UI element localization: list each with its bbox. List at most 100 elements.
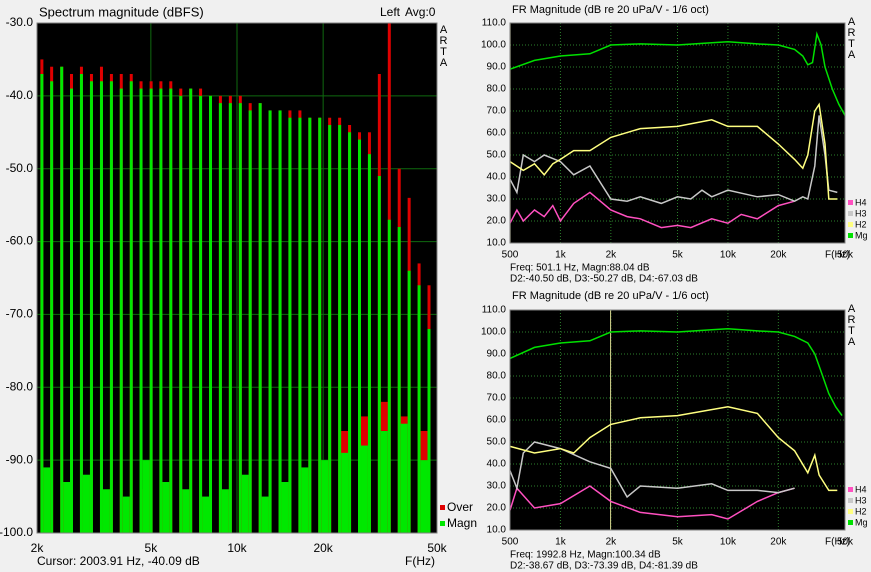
harmonic-bar	[159, 88, 163, 534]
y-tick-label: -30.0	[6, 15, 34, 29]
response-line	[509, 115, 838, 205]
noise-bar	[241, 474, 250, 533]
y-tick-label: 80.0	[487, 371, 507, 382]
harmonic-bar	[367, 154, 371, 533]
y-tick-label: -90.0	[6, 452, 34, 466]
noise-bar	[300, 467, 309, 533]
noise-bar	[379, 431, 388, 533]
noise-bar	[340, 452, 349, 533]
harmonic-bar	[268, 110, 272, 533]
harmonic-bar	[129, 81, 133, 534]
chart-panel: 10.0 20.0 30.0 40.0 50.0 60.0 70.0 80.0 90.0 100.…	[481, 4, 868, 285]
chart-title: FR Magnitude (dB re 20 uPa/V - 1/6 oct)	[512, 4, 709, 16]
x-axis-label: F(Hz)	[825, 250, 850, 261]
response-line	[509, 441, 795, 499]
status-text: Cursor: 2003.91 Hz, -40.09 dB	[37, 554, 200, 568]
legend-label: H3	[855, 495, 867, 505]
noise-bar	[320, 460, 329, 533]
legend-label: H4	[855, 197, 867, 207]
response-line	[509, 485, 795, 520]
chart-title: Spectrum magnitude (dBFS)	[39, 4, 204, 19]
y-tick-label: -80.0	[6, 379, 34, 393]
response-line	[509, 31, 846, 116]
legend-label: H2	[855, 219, 867, 229]
legend-swatch	[848, 233, 853, 238]
legend-label: H2	[855, 506, 867, 516]
legend-label: Magn	[447, 516, 477, 530]
y-tick-label: 20.0	[487, 503, 507, 514]
noise-bar	[201, 496, 210, 533]
noise-bar	[102, 489, 111, 533]
plot-border	[509, 309, 846, 531]
x-tick-label: 50k	[427, 541, 447, 555]
x-tick-label: 5k	[145, 541, 159, 555]
status-text: D2:-38.67 dB, D3:-73.39 dB, D4:-81.39 dB	[510, 561, 698, 572]
legend-label: Mg	[855, 230, 868, 240]
chart-panel: -100.0 -90.0 -80.0 -70.0 -60.0 -50.0 -40.0 -30.…	[0, 4, 477, 568]
noise-bar	[261, 496, 270, 533]
harmonic-bar	[89, 81, 93, 534]
plot-border	[509, 22, 846, 244]
harmonic-bar	[139, 88, 143, 534]
harmonic-bar	[427, 329, 431, 533]
harmonic-bar	[109, 81, 113, 534]
noise-bar	[399, 423, 408, 533]
harmonic-bar	[169, 88, 173, 534]
harmonic-bar	[328, 125, 332, 533]
y-tick-label: 30.0	[487, 194, 507, 205]
harmonic-bar	[40, 74, 44, 533]
noise-bar	[62, 482, 71, 533]
x-tick-label: 2k	[606, 250, 618, 261]
y-tick-label: 50.0	[487, 437, 507, 448]
brand-label: ARTA	[847, 303, 856, 348]
y-tick-label: -60.0	[6, 234, 34, 248]
legend-swatch	[848, 211, 853, 216]
harmonic-bar	[318, 117, 322, 533]
noise-bar	[280, 482, 289, 533]
status-text: D2:-40.50 dB, D3:-50.27 dB, D4:-67.03 dB	[510, 274, 698, 285]
y-tick-label: 100.0	[481, 327, 506, 338]
y-tick-label: 60.0	[487, 415, 507, 426]
legend-swatch	[440, 505, 445, 510]
harmonic-bar	[228, 103, 232, 534]
harmonic-bar	[258, 103, 262, 534]
harmonic-bar	[417, 285, 421, 533]
x-tick-label: 20k	[770, 537, 787, 548]
status-text: Freq: 1992.8 Hz, Magn:100.34 dB	[510, 550, 661, 561]
harmonic-bar	[199, 95, 203, 533]
harmonic-bar	[189, 88, 193, 534]
harmonic-bar	[288, 117, 292, 533]
x-tick-label: 10k	[720, 537, 737, 548]
noise-bar	[360, 445, 369, 533]
legend-swatch	[848, 509, 853, 514]
harmonic-bar	[387, 219, 391, 533]
x-tick-label: 20k	[770, 250, 787, 261]
legend-label: H3	[855, 208, 867, 218]
y-tick-label: 60.0	[487, 128, 507, 139]
channel-label: Left	[380, 5, 401, 19]
harmonic-bar	[79, 74, 83, 533]
y-tick-label: 70.0	[487, 393, 507, 404]
legend-swatch	[848, 520, 853, 525]
noise-bar	[42, 467, 51, 533]
x-tick-label: 5k	[672, 250, 684, 261]
noise-bar	[122, 496, 131, 533]
chart-title: FR Magnitude (dB re 20 uPa/V - 1/6 oct)	[512, 290, 709, 302]
brand-label: ARTA	[847, 16, 856, 61]
y-tick-label: 50.0	[487, 150, 507, 161]
x-tick-label: 1k	[555, 250, 567, 261]
y-tick-label: 40.0	[487, 459, 507, 470]
legend-swatch	[440, 521, 445, 526]
legend-swatch	[848, 200, 853, 205]
noise-bar	[82, 474, 91, 533]
x-axis-label: F(Hz)	[405, 554, 435, 568]
x-tick-label: 10k	[720, 250, 737, 261]
y-tick-label: 10.0	[487, 238, 507, 249]
y-tick-label: -100.0	[0, 525, 33, 539]
x-tick-label: 500	[502, 537, 519, 548]
legend-label: Over	[447, 500, 473, 514]
x-tick-label: 10k	[227, 541, 247, 555]
harmonic-bar	[50, 81, 54, 534]
harmonic-bar	[60, 66, 64, 533]
